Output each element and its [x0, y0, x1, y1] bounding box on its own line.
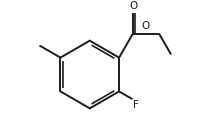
Text: O: O	[130, 1, 138, 11]
Text: O: O	[142, 21, 150, 31]
Text: F: F	[133, 100, 139, 110]
